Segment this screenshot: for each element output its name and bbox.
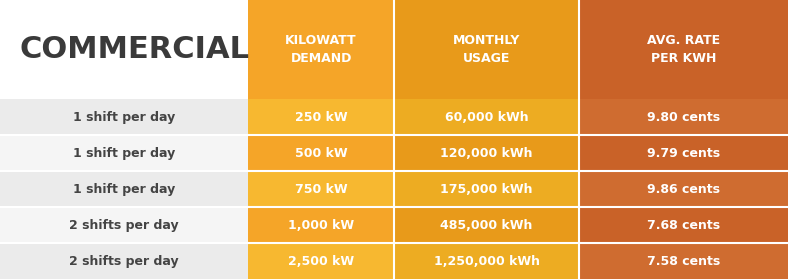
Bar	[0, 171, 248, 207]
Text: 9.80 cents: 9.80 cents	[647, 110, 720, 124]
Bar	[0, 207, 248, 243]
Bar	[248, 99, 394, 135]
Bar	[579, 243, 788, 279]
Bar	[579, 207, 788, 243]
Bar	[0, 135, 248, 171]
Bar	[579, 171, 788, 207]
Text: 9.86 cents: 9.86 cents	[647, 182, 720, 196]
Text: 1 shift per day: 1 shift per day	[73, 146, 175, 160]
Text: 7.68 cents: 7.68 cents	[647, 218, 720, 232]
Bar	[248, 207, 394, 243]
Bar	[0, 99, 248, 135]
Text: 1,250,000 kWh: 1,250,000 kWh	[433, 254, 540, 268]
Bar	[394, 0, 579, 99]
Text: 7.58 cents: 7.58 cents	[647, 254, 720, 268]
Text: 60,000 kWh: 60,000 kWh	[444, 110, 529, 124]
Bar	[394, 171, 579, 207]
Bar	[394, 99, 579, 135]
Text: COMMERCIAL: COMMERCIAL	[20, 35, 250, 64]
Text: 1,000 kW: 1,000 kW	[288, 218, 354, 232]
Bar	[248, 243, 394, 279]
Bar	[579, 135, 788, 171]
Text: 1 shift per day: 1 shift per day	[73, 182, 175, 196]
Bar	[394, 135, 579, 171]
Text: 9.79 cents: 9.79 cents	[647, 146, 720, 160]
Text: 2,500 kW: 2,500 kW	[288, 254, 354, 268]
Text: 2 shifts per day: 2 shifts per day	[69, 254, 179, 268]
Text: 120,000 kWh: 120,000 kWh	[440, 146, 533, 160]
Text: 250 kW: 250 kW	[295, 110, 348, 124]
Text: KILOWATT
DEMAND: KILOWATT DEMAND	[285, 34, 357, 65]
Text: 2 shifts per day: 2 shifts per day	[69, 218, 179, 232]
Bar	[394, 207, 579, 243]
Text: MONTHLY
USAGE: MONTHLY USAGE	[453, 34, 520, 65]
Bar	[248, 135, 394, 171]
Text: 175,000 kWh: 175,000 kWh	[440, 182, 533, 196]
Bar	[579, 99, 788, 135]
Text: 485,000 kWh: 485,000 kWh	[440, 218, 533, 232]
Bar	[394, 243, 579, 279]
Bar	[248, 171, 394, 207]
Text: AVG. RATE
PER KWH: AVG. RATE PER KWH	[647, 34, 720, 65]
Bar	[0, 243, 248, 279]
Text: 500 kW: 500 kW	[295, 146, 348, 160]
Bar	[579, 0, 788, 99]
Bar	[248, 0, 394, 99]
Text: 1 shift per day: 1 shift per day	[73, 110, 175, 124]
Text: 750 kW: 750 kW	[295, 182, 348, 196]
